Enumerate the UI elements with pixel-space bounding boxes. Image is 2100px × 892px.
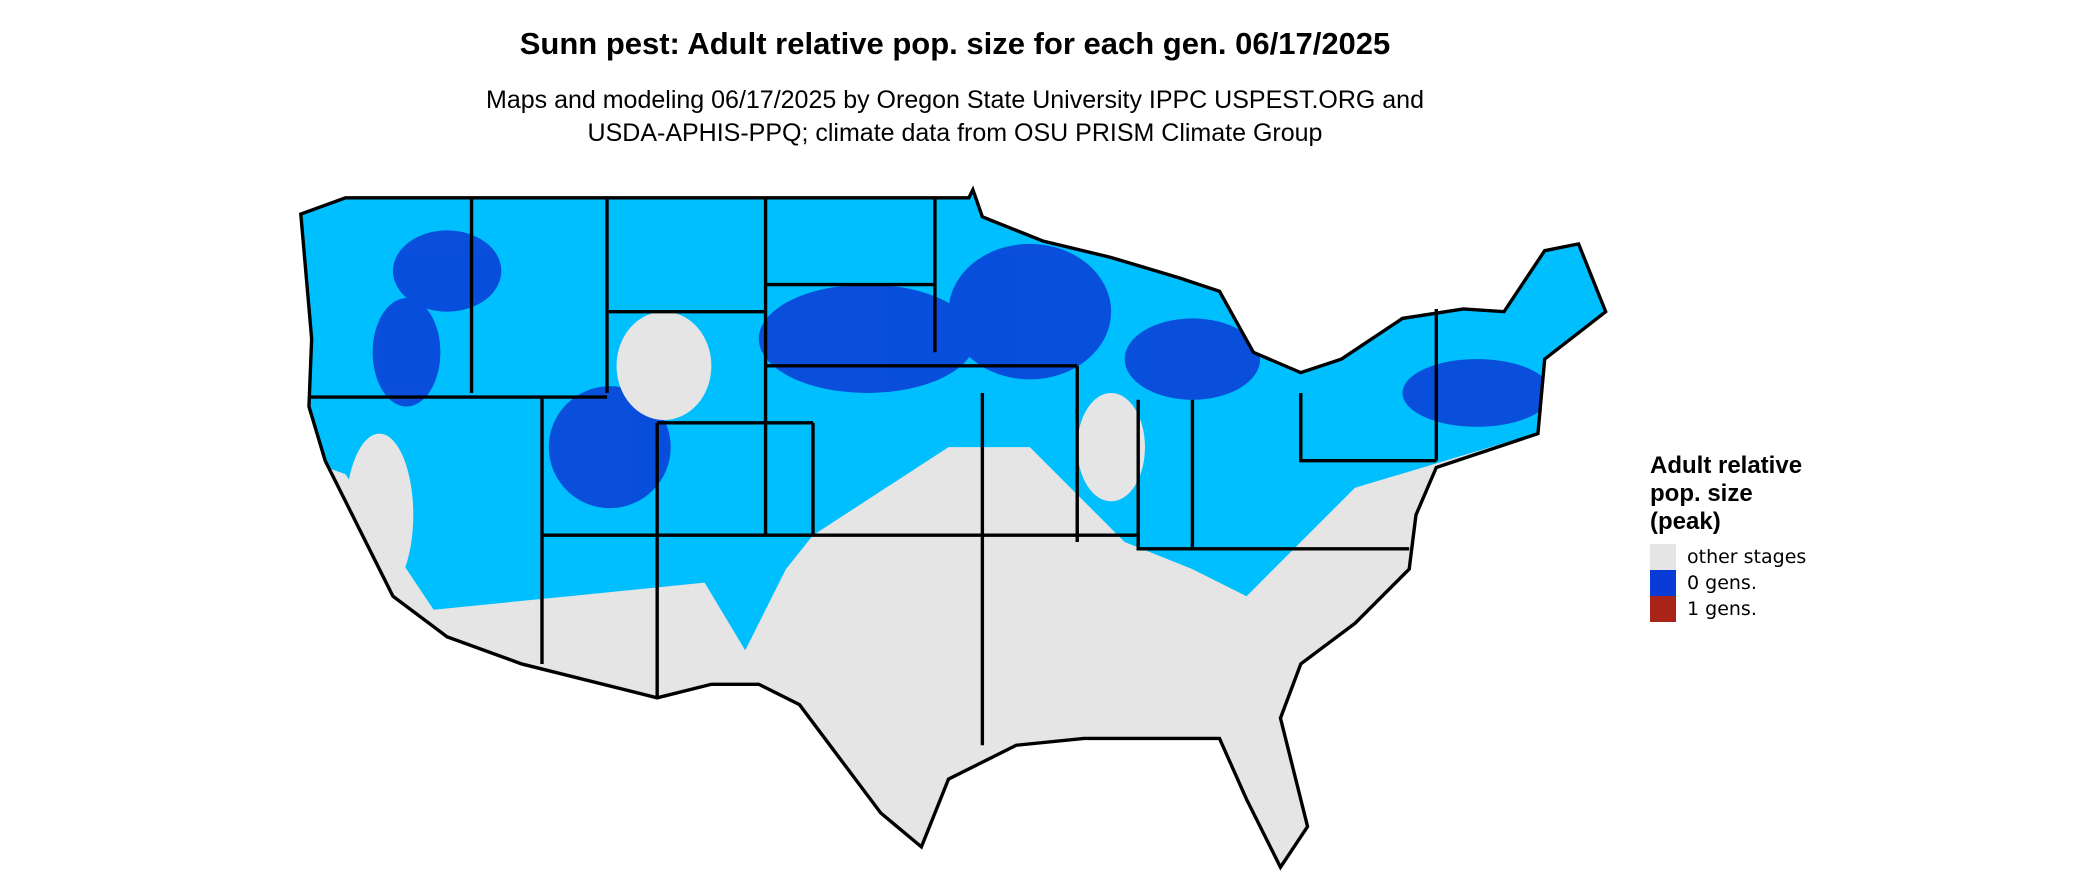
legend-row: other stages xyxy=(1650,544,1806,570)
legend-row: 0 gens. xyxy=(1650,570,1806,596)
legend-title-line: (peak) xyxy=(1650,508,1721,535)
legend-title: Adult relative pop. size (peak) xyxy=(1650,452,1806,536)
legend-swatch xyxy=(1650,570,1676,596)
legend-title-line: pop. size xyxy=(1650,480,1753,507)
legend-label: 0 gens. xyxy=(1687,572,1757,594)
legend-title-line: Adult relative xyxy=(1650,452,1803,479)
subtitle: Maps and modeling 06/17/2025 by Oregon S… xyxy=(0,84,1910,150)
legend-swatch xyxy=(1650,544,1676,570)
map-body xyxy=(299,188,1608,869)
legend-swatch xyxy=(1650,596,1676,622)
subtitle-line: USDA-APHIS-PPQ; climate data from OSU PR… xyxy=(587,119,1323,147)
legend: Adult relative pop. size (peak) other stag… xyxy=(1650,452,1806,622)
legend-row: 1 gens. xyxy=(1650,596,1806,622)
legend-label: 1 gens. xyxy=(1687,598,1757,620)
subtitle-line: Maps and modeling 06/17/2025 by Oregon S… xyxy=(486,86,1424,114)
title: Sunn pest: Adult relative pop. size for … xyxy=(519,26,1391,61)
legend-label: other stages xyxy=(1687,546,1807,568)
